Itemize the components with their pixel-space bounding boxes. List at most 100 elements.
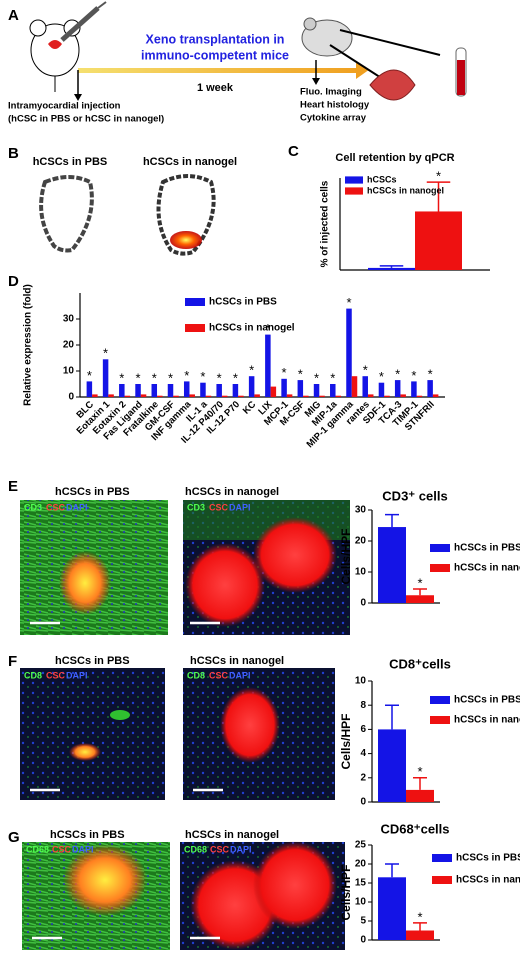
y-tick-label: 20 xyxy=(355,536,367,547)
bar xyxy=(92,394,98,397)
stain-label: CD8 xyxy=(24,670,42,680)
bar xyxy=(183,381,190,397)
duration: 1 week xyxy=(197,82,234,94)
bar xyxy=(265,334,271,397)
stain-label: DAPI xyxy=(229,502,251,512)
significance: * xyxy=(417,909,422,924)
micrograph xyxy=(22,841,345,950)
legend-label: hCSCs in PBS xyxy=(454,543,520,554)
significance: * xyxy=(152,370,157,385)
bar xyxy=(232,384,239,397)
y-tick-label: 8 xyxy=(360,700,366,711)
significance: * xyxy=(119,370,124,385)
y-tick-label: 0 xyxy=(360,935,366,946)
bar xyxy=(200,382,206,397)
bar xyxy=(108,394,114,397)
legend-label: hCSCs in nanogel xyxy=(454,563,520,574)
stain-label: CD3 xyxy=(24,502,42,512)
bar xyxy=(378,729,406,802)
bar xyxy=(151,384,158,397)
bar xyxy=(313,384,320,397)
schematic-title: Xeno transplantation in xyxy=(146,32,285,46)
legend-swatch xyxy=(345,187,363,195)
bar xyxy=(119,384,125,397)
legend-swatch xyxy=(430,564,450,572)
legend-label: hCSCs in PBS xyxy=(456,853,520,864)
readout: Heart histology xyxy=(300,100,370,111)
legend-swatch xyxy=(185,298,205,306)
stain-label: DAPI xyxy=(230,844,252,854)
significance: * xyxy=(282,365,287,380)
bar xyxy=(416,395,423,397)
y-axis-title: % of injected cells xyxy=(320,180,331,267)
x-tick-label: KC xyxy=(241,399,259,417)
bar xyxy=(238,395,244,397)
stain-label: DAPI xyxy=(66,502,88,512)
significance: * xyxy=(217,370,222,385)
significance: * xyxy=(249,363,254,378)
y-tick-label: 0 xyxy=(360,598,366,609)
stain-label: CD68 xyxy=(184,844,207,854)
significance: * xyxy=(330,370,335,385)
legend-swatch xyxy=(432,876,452,884)
bar xyxy=(297,380,304,397)
y-tick-label: 20 xyxy=(355,859,367,870)
legend-label: hCSCs in nanogel xyxy=(367,185,444,195)
image-label: hCSCs in nanogel xyxy=(143,156,237,168)
bar xyxy=(406,930,434,940)
legend-label: hCSCs in PBS xyxy=(454,695,520,706)
bar xyxy=(140,394,147,397)
bar xyxy=(124,395,131,397)
bar xyxy=(351,376,358,397)
bar xyxy=(281,378,287,397)
bar xyxy=(270,386,277,397)
legend-label: hCSCs in nanogel xyxy=(456,875,520,886)
significance: * xyxy=(417,575,422,590)
stain-label: CSC xyxy=(210,844,230,854)
bar xyxy=(216,384,222,397)
bar xyxy=(378,877,406,940)
bar xyxy=(254,394,260,397)
significance: * xyxy=(395,367,400,382)
legend-swatch xyxy=(430,696,450,704)
image-label: hCSCs in nanogel xyxy=(190,655,284,667)
significance: * xyxy=(417,764,422,779)
significance: * xyxy=(265,321,270,336)
bar xyxy=(330,384,336,397)
stain-label: CSC xyxy=(209,502,229,512)
error-bar xyxy=(379,265,404,268)
error-bar xyxy=(413,777,427,790)
y-tick-label: 30 xyxy=(63,314,75,325)
significance: * xyxy=(233,370,238,385)
significance: * xyxy=(298,367,303,382)
error-bar xyxy=(413,922,427,931)
heart-image xyxy=(39,174,216,256)
step-label: (hCSC in PBS or hCSC in nanogel) xyxy=(8,114,164,125)
bar xyxy=(427,380,433,397)
significance: * xyxy=(379,369,384,384)
y-axis-title: Cells/HPF xyxy=(339,713,353,769)
y-tick-label: 0 xyxy=(360,797,366,808)
micrograph xyxy=(20,668,335,800)
bar xyxy=(205,395,212,397)
y-tick-label: 20 xyxy=(63,340,75,351)
y-tick-label: 10 xyxy=(355,897,367,908)
bar xyxy=(378,382,385,397)
panel-label: G xyxy=(8,829,20,846)
panel-label: B xyxy=(8,145,19,162)
y-tick-label: 10 xyxy=(63,366,75,377)
y-tick-label: 6 xyxy=(360,724,366,735)
stain-label: DAPI xyxy=(229,670,251,680)
schematic-title: immuno-competent mice xyxy=(141,48,289,62)
image-label: hCSCs in PBS xyxy=(55,486,130,498)
micrograph xyxy=(20,500,350,635)
significance: * xyxy=(87,368,92,383)
legend-label: hCSCs in nanogel xyxy=(454,715,520,726)
y-tick-label: 25 xyxy=(355,840,367,851)
legend-swatch xyxy=(430,544,450,552)
y-tick-label: 2 xyxy=(360,772,366,783)
stain-label: CSC xyxy=(52,844,72,854)
bar xyxy=(221,395,228,397)
error-bar xyxy=(413,588,427,596)
readout: Fluo. Imaging xyxy=(300,87,362,98)
